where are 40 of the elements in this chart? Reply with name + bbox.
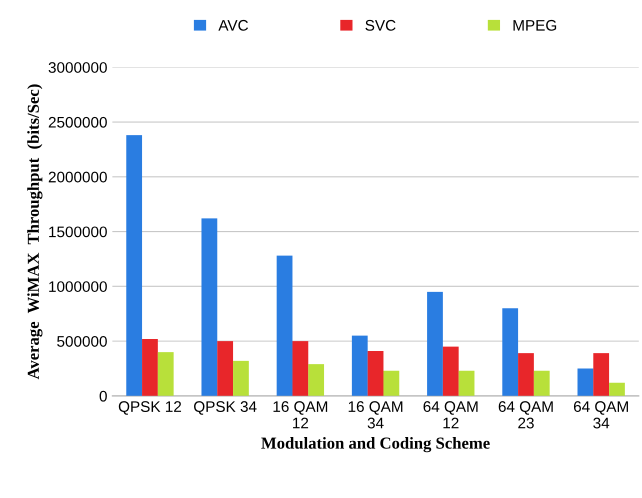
x-tick-label: 16 QAM 34 [348,401,402,428]
bar [201,218,218,396]
x-tick-label: 64 QAM 23 [498,401,553,428]
bar [609,382,625,396]
bar [276,256,292,396]
bar [577,368,594,396]
x-tick-label: 64 QAM 34 [574,401,628,428]
bar [142,338,158,396]
bar [427,292,443,396]
y-tick-label: 2500000 [48,116,107,128]
y-tick-label: 2000000 [48,172,107,182]
bar [352,336,368,396]
bar [383,370,400,396]
bar [233,360,249,396]
bar [158,352,174,396]
x-axis-title: Modulation and Coding Scheme [261,437,490,452]
bar [593,353,610,396]
bar [534,370,550,396]
legend-label: AVC [218,20,248,31]
bar [368,350,384,396]
bar [458,370,474,396]
y-tick-label: 1000000 [49,281,107,292]
legend-label: SVC [365,20,396,31]
x-tick-label: QPSK 12 [118,401,182,415]
legend-label: MPEG [514,20,556,31]
x-tick-label: QPSK 34 [194,401,257,415]
x-tick-label: 16 QAM 12 [274,401,328,428]
x-tick-label: 64 QAM 12 [424,401,478,428]
bar [217,341,234,396]
y-axis-title: Average WiMAX Throughput (bits/Sec) [27,84,42,380]
bar [292,341,308,396]
y-tick-label: 500000 [57,336,107,347]
bar [518,353,534,396]
bar [308,364,324,396]
y-tick-label: 0 [100,390,107,402]
y-tick-label: 3000000 [48,62,107,73]
bar [126,135,142,396]
bar [442,346,459,396]
y-tick-label: 1500000 [49,226,107,238]
bar [502,308,518,396]
